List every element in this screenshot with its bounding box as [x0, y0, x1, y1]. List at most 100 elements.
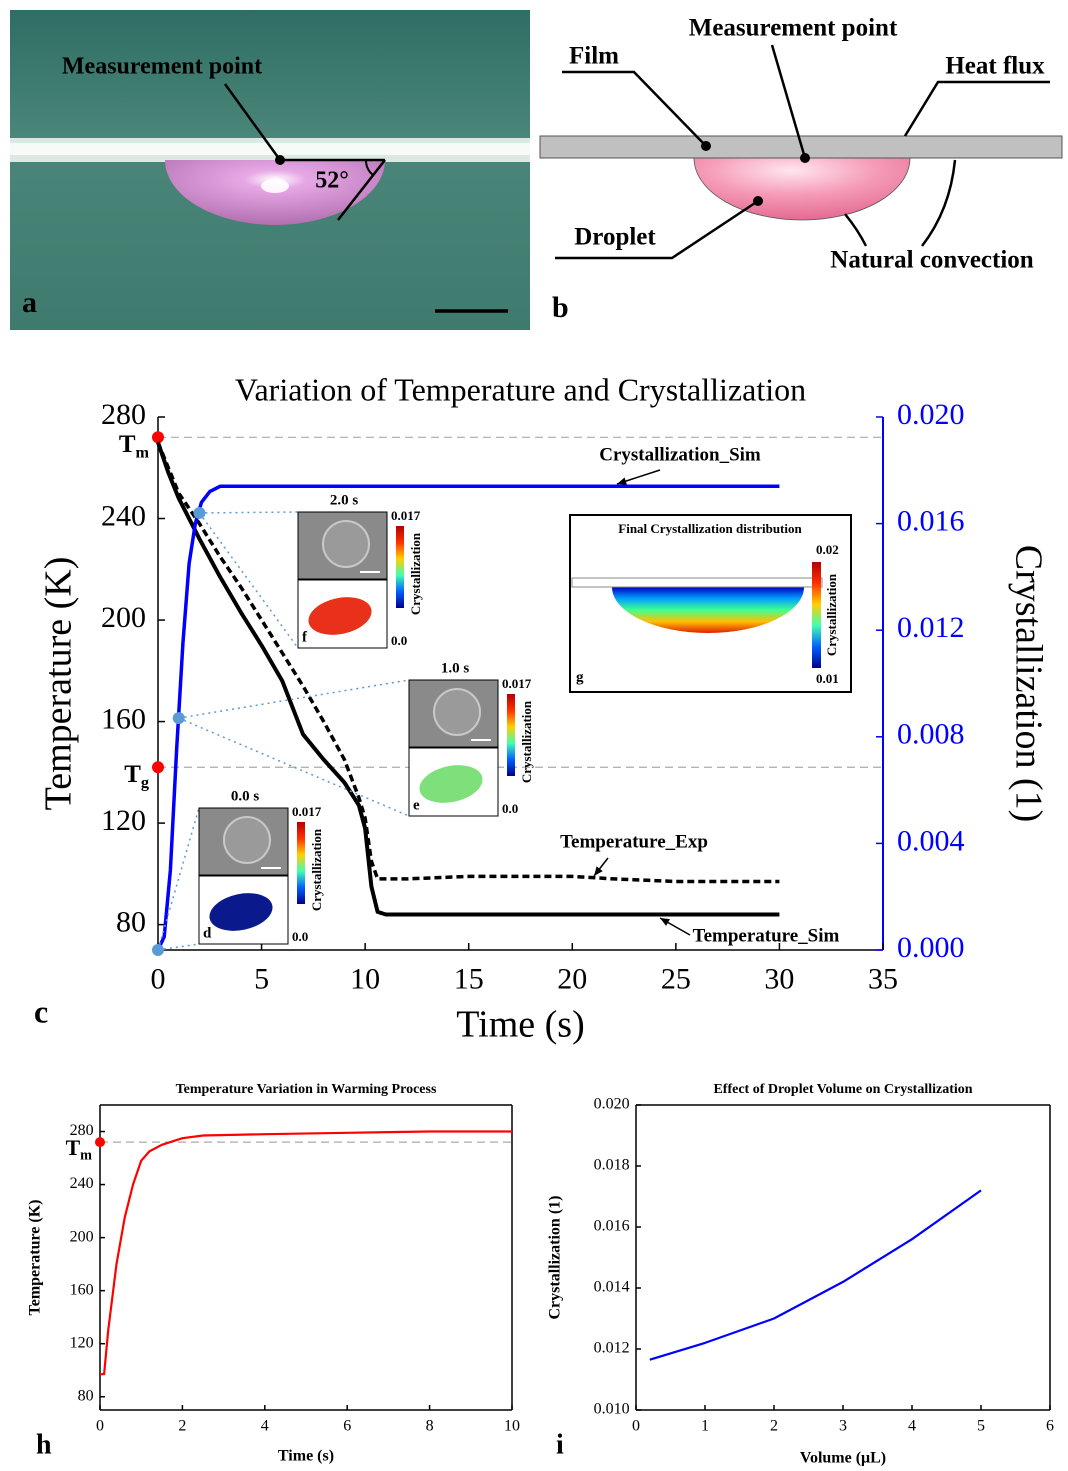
connector: [157, 943, 200, 951]
colorbar-title: Crystallization: [824, 573, 839, 656]
inset-label: d: [203, 925, 212, 941]
colorbar-max: 0.017: [292, 804, 322, 819]
highlight-point: [152, 944, 164, 956]
panel-label: a: [22, 286, 37, 319]
colorbar-title: Crystallization: [519, 700, 534, 783]
y-tick-label: 0.016: [594, 1218, 630, 1235]
inset-sim-droplet: [209, 893, 273, 931]
y-tick-label: 240: [101, 499, 146, 532]
colorbar-max: 0.017: [391, 508, 421, 523]
colorbar-min: 0.0: [502, 801, 518, 816]
connector: [198, 512, 299, 649]
subscript: g: [141, 773, 149, 791]
y-tick-label: 0.018: [594, 1157, 630, 1174]
inset-sim-droplet: [419, 765, 483, 803]
symbol: T: [66, 1136, 81, 1160]
colorbar: [297, 822, 305, 904]
arrow-head: [594, 866, 603, 876]
series-line: [100, 1130, 512, 1376]
x-tick-label: 3: [839, 1417, 847, 1434]
panel-label: c: [34, 993, 48, 1029]
x-axis-label: Time (s): [278, 1448, 334, 1465]
x-tick-label: 6: [1046, 1417, 1054, 1434]
inset-droplet: [223, 816, 271, 864]
label: Measurement point: [689, 15, 898, 42]
x-tick-label: 15: [454, 962, 484, 995]
y-tick-label: 280: [70, 1122, 94, 1139]
y-tick-label: 0.012: [594, 1340, 630, 1357]
leader: [555, 199, 759, 260]
label: Film: [569, 43, 619, 70]
angle-label: 52°: [315, 168, 349, 194]
symbol: T: [124, 761, 141, 788]
y-tick-label: 280: [101, 398, 146, 431]
angle-arc: [364, 159, 374, 176]
droplet: [693, 157, 911, 221]
x-tick-label: 30: [764, 962, 794, 995]
y2-tick-label: 0.004: [897, 824, 965, 857]
y-tick-label: 160: [70, 1281, 94, 1298]
y-tick-label: 120: [101, 804, 146, 837]
x-tick-label: 2: [770, 1417, 778, 1434]
panel-a: Measurement point 52° a: [10, 10, 530, 330]
series-label: Crystallization_Sim: [599, 444, 761, 465]
series-line: [156, 441, 780, 884]
x-tick-label: 4: [261, 1417, 269, 1434]
x-tick-label: 25: [661, 962, 691, 995]
chart-title: Effect of Droplet Volume on Crystallizat…: [713, 1082, 972, 1097]
highlight-point: [172, 712, 185, 725]
x-tick-label: 0: [96, 1417, 104, 1434]
reference-label: Tg: [124, 761, 149, 791]
highlight-point: [193, 506, 206, 519]
x-tick-label: 10: [350, 962, 380, 995]
x-tick-label: 8: [426, 1417, 434, 1434]
colorbar: [396, 526, 404, 608]
colorbar: [507, 694, 515, 776]
leader: [921, 159, 957, 247]
label: Measurement point: [62, 54, 262, 80]
series-line: [649, 1189, 982, 1361]
x-tick-label: 5: [254, 962, 269, 995]
y-tick-label: 0.010: [594, 1401, 630, 1418]
colorbar-min: 0.01: [816, 671, 839, 686]
chart-title: Variation of Temperature and Crystalliza…: [235, 371, 806, 407]
chart-title: Temperature Variation in Warming Process: [176, 1082, 437, 1097]
inset-droplet: [433, 688, 481, 736]
y-tick-label: 160: [101, 702, 146, 735]
angle-line: [337, 159, 386, 221]
inset-label: f: [302, 629, 308, 645]
y-axis-label: Crystallization (1): [547, 1196, 564, 1320]
reference-marker: [152, 431, 164, 444]
x-tick-label: 0: [151, 962, 166, 995]
series-line: [156, 484, 780, 951]
inset-final: Final Crystallization distribution 0.02 0.…: [569, 514, 852, 693]
inset-sim-droplet: [308, 597, 372, 635]
y2-tick-label: 0.012: [897, 611, 965, 644]
reference-marker: [95, 1137, 105, 1148]
y-tick-label: 120: [70, 1334, 94, 1351]
colorbar-max: 0.02: [816, 542, 839, 557]
point: [800, 153, 810, 163]
colorbar-max: 0.017: [502, 676, 532, 691]
y-axis-label: Temperature (K): [27, 1200, 44, 1316]
connector: [157, 807, 200, 951]
colorbar: [812, 562, 821, 668]
panel-label: b: [552, 291, 569, 324]
colorbar-min: 0.0: [391, 633, 407, 648]
inset-label: e: [413, 797, 420, 813]
subscript: m: [80, 1148, 92, 1164]
inset-title: Final Crystallization distribution: [618, 521, 802, 536]
subscript: m: [135, 443, 149, 461]
label: Natural convection: [830, 247, 1034, 274]
inset: 0.017 0.0 Crystallization 0.0 s d: [198, 788, 324, 945]
colorbar-min: 0.0: [292, 929, 308, 944]
y-tick-label: 200: [70, 1228, 94, 1245]
x-tick-label: 6: [343, 1417, 351, 1434]
y-tick-label: 0.020: [594, 1096, 630, 1113]
arrow-head: [617, 477, 627, 485]
inset-label: g: [576, 669, 584, 685]
y-axis-label: Temperature (K): [38, 557, 80, 811]
x-axis-label: Volume (μL): [800, 1450, 886, 1467]
